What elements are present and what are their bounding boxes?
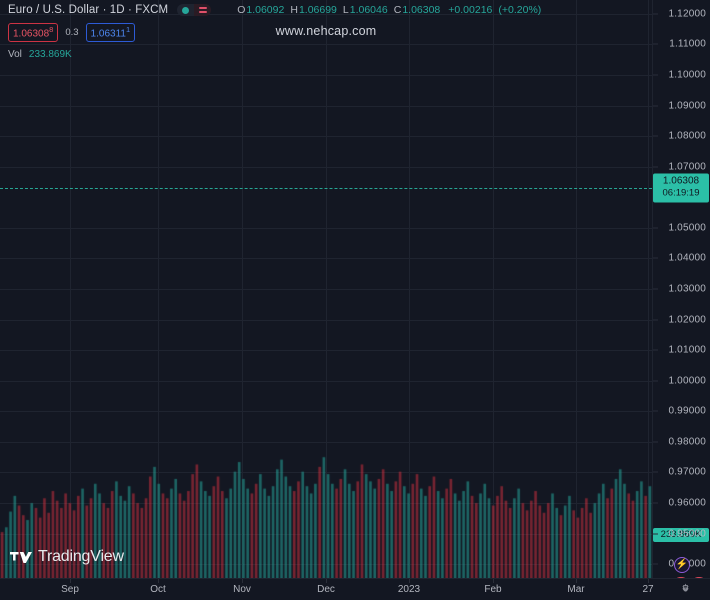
tradingview-wordmark: TradingView	[38, 548, 124, 565]
tradingview-logo[interactable]: TradingView	[10, 548, 124, 566]
candlestick-canvas	[0, 0, 652, 578]
ask-price-box[interactable]: 1.063111	[85, 23, 136, 43]
time-axis-tick-mark	[409, 579, 410, 583]
time-axis-tick: Oct	[150, 584, 166, 595]
price-axis-tick: 1.12000	[668, 8, 706, 20]
price-axis-tick-mark	[653, 349, 658, 351]
price-axis-tick-mark	[653, 288, 658, 290]
watermark-text: www.nehcap.com	[275, 24, 377, 38]
time-axis-tick: 2023	[397, 584, 421, 595]
ohlc-close-value: 1.06308	[402, 4, 441, 16]
ohlc-change: +0.00216	[448, 4, 493, 16]
price-axis-tick-mark	[653, 410, 658, 412]
price-axis-tick-mark	[653, 319, 658, 321]
ohlc-close-label: C	[393, 4, 402, 16]
price-axis-tick: 0.99000	[668, 405, 706, 417]
time-axis-tick: Sep	[61, 584, 79, 595]
price-axis-tick: 1.10000	[668, 69, 706, 81]
price-axis-tick-mark	[653, 502, 658, 504]
ask-price-value: 1.06311	[90, 28, 126, 40]
price-axis-tick-mark	[653, 533, 658, 535]
price-axis[interactable]: 1.06308 06:19:19 233.869K 1.12000 1.11000…	[652, 0, 710, 578]
price-axis-tick-mark	[653, 563, 658, 565]
volume-legend-value: 233.869K	[28, 49, 72, 61]
price-axis-tick-mark	[653, 135, 658, 137]
time-axis-tick: Nov	[233, 584, 251, 595]
time-axis[interactable]: Sep Oct Nov Dec 2023 Feb Mar 27	[0, 578, 710, 600]
bid-price-box[interactable]: 1.063088	[8, 23, 59, 43]
current-price-value: 1.06308	[662, 175, 700, 187]
price-axis-tick: 1.00000	[668, 375, 706, 387]
price-axis-tick-mark	[653, 380, 658, 382]
time-axis-tick-mark	[493, 579, 494, 583]
status-badges[interactable]	[177, 4, 212, 16]
market-open-dot-icon[interactable]	[177, 4, 195, 16]
time-axis-tick-mark	[70, 579, 71, 583]
volume-legend-label: Vol	[8, 49, 22, 61]
time-axis-tick: Feb	[484, 584, 502, 595]
ohlc-open-value: 1.06092	[246, 4, 285, 16]
price-axis-tick: 1.02000	[668, 314, 706, 326]
time-axis-tick: Mar	[567, 584, 585, 595]
ohlc-change-percent: (+0.20%)	[498, 4, 542, 16]
price-axis-tick-mark	[653, 13, 658, 15]
bar-countdown: 06:19:19	[662, 187, 700, 199]
ohlc-low-value: 1.06046	[349, 4, 388, 16]
time-axis-tick: 27	[642, 584, 654, 595]
price-axis-tick: 1.08000	[668, 130, 706, 142]
ohlc-low-label: L	[342, 4, 349, 16]
current-price-line	[0, 187, 652, 189]
price-axis-tick: 1.07000	[668, 161, 706, 173]
price-axis-tick: 1.01000	[668, 344, 706, 356]
price-axis-tick-mark	[653, 166, 658, 168]
price-axis-tick: 1.03000	[668, 283, 706, 295]
ask-price-sup: 1	[125, 25, 131, 34]
price-axis-tick: 1.11000	[669, 38, 706, 50]
ohlc-values: O1.06092 H1.06699 L1.06046 C1.06308 +0.0…	[237, 4, 541, 16]
price-axis-tick-mark	[653, 105, 658, 106]
price-axis-tick: 0.98000	[668, 436, 706, 448]
chart-legend: Euro / U.S. Dollar · 1D · FXCM O1.06092 …	[8, 3, 541, 60]
ohlc-high-label: H	[290, 4, 298, 16]
time-axis-tick-mark	[326, 579, 327, 583]
tradingview-mark-icon	[10, 551, 32, 563]
price-axis-tick: 1.04000	[668, 252, 706, 264]
chart-plot-area[interactable]	[0, 0, 652, 578]
spread-value: 0.3	[65, 27, 79, 39]
price-axis-tick: 0.96000	[668, 497, 706, 509]
time-axis-tick-mark	[648, 579, 649, 583]
price-axis-tick: 0.95000	[668, 528, 706, 540]
ohlc-open-label: O	[237, 4, 246, 16]
price-axis-tick: 1.05000	[668, 222, 706, 234]
symbol-title[interactable]: Euro / U.S. Dollar · 1D · FXCM	[8, 4, 169, 16]
time-axis-tick: Dec	[317, 584, 335, 595]
lightning-bolt-icon[interactable]: ⚡	[674, 557, 690, 573]
price-axis-tick-mark	[653, 227, 658, 229]
price-axis-tick-mark	[653, 441, 658, 443]
time-axis-tick-mark	[576, 579, 577, 583]
volume-badge: 233.869K	[653, 528, 709, 543]
current-price-badge: 1.06308 06:19:19	[653, 173, 709, 203]
data-delayed-icon[interactable]	[194, 4, 212, 16]
bid-price-sup: 8	[49, 25, 54, 34]
time-axis-tick-mark	[158, 579, 159, 583]
price-axis-tick-mark	[653, 43, 658, 45]
price-axis-tick-mark	[653, 74, 658, 76]
price-axis-tick: 1.09000	[668, 100, 706, 111]
bid-price-value: 1.06308	[13, 28, 50, 40]
gear-icon[interactable]	[679, 583, 692, 596]
price-axis-tick: 0.97000	[668, 466, 706, 478]
price-axis-tick-mark	[653, 257, 658, 259]
time-axis-tick-mark	[242, 579, 243, 583]
price-axis-tick-mark	[653, 471, 658, 473]
ohlc-high-value: 1.06699	[298, 4, 337, 16]
